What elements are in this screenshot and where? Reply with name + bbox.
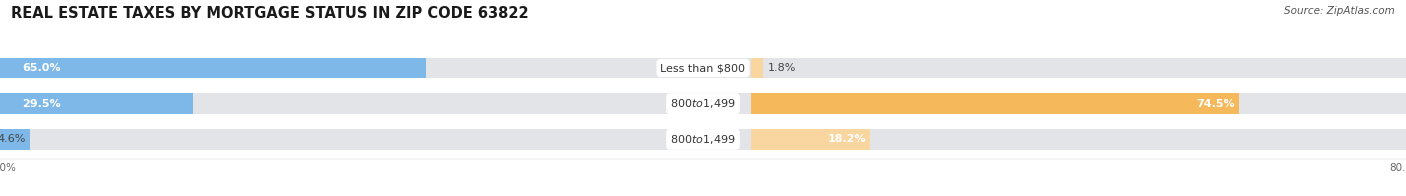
Bar — [751, 93, 1239, 114]
Text: Source: ZipAtlas.com: Source: ZipAtlas.com — [1284, 6, 1395, 16]
Bar — [751, 58, 763, 78]
Text: 29.5%: 29.5% — [22, 99, 60, 109]
Text: 18.2%: 18.2% — [828, 134, 866, 144]
Text: 65.0%: 65.0% — [22, 63, 60, 73]
Bar — [0, 93, 1406, 114]
Text: Less than $800: Less than $800 — [661, 63, 745, 73]
Text: 4.6%: 4.6% — [0, 134, 25, 144]
Bar — [0, 58, 426, 78]
Bar — [0, 129, 30, 150]
Bar — [751, 129, 870, 150]
Bar — [0, 93, 193, 114]
Bar — [0, 58, 1406, 78]
Text: REAL ESTATE TAXES BY MORTGAGE STATUS IN ZIP CODE 63822: REAL ESTATE TAXES BY MORTGAGE STATUS IN … — [11, 6, 529, 21]
Text: 74.5%: 74.5% — [1197, 99, 1234, 109]
Text: $800 to $1,499: $800 to $1,499 — [671, 133, 735, 146]
Text: $800 to $1,499: $800 to $1,499 — [671, 97, 735, 110]
Text: 1.8%: 1.8% — [768, 63, 796, 73]
Bar — [0, 129, 1406, 150]
